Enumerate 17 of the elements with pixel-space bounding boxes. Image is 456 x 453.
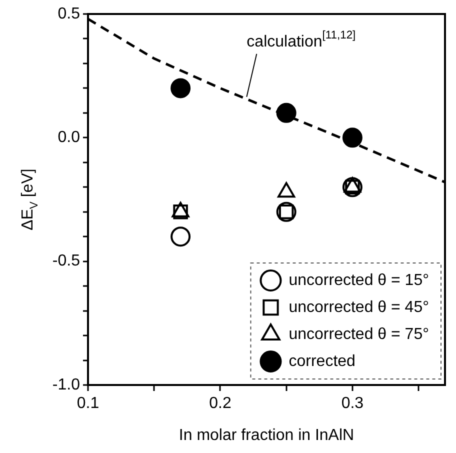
x-tick-label: 0.1: [76, 395, 100, 412]
point: [170, 226, 191, 247]
x-axis-title: In molar fraction in InAlN: [178, 426, 354, 444]
y-tick-label: -0.5: [52, 252, 80, 270]
legend-label: uncorrected θ = 75°: [288, 326, 429, 343]
point: [342, 128, 362, 148]
x-tick-label: 0.2: [209, 395, 232, 412]
point: [170, 78, 191, 98]
x-tick-label: 0.3: [341, 395, 364, 412]
legend-label: uncorrected θ = 45°: [288, 298, 429, 316]
y-tick-label: 0.0: [58, 129, 80, 146]
y-tick-label: 0.5: [58, 5, 80, 22]
y-tick-label: -1.0: [52, 376, 80, 394]
legend-label: uncorrected θ = 15°: [288, 272, 429, 289]
legend-label: corrected: [288, 352, 356, 370]
point: [276, 102, 296, 123]
y-axis-title: ΔEV [eV]: [19, 168, 40, 230]
